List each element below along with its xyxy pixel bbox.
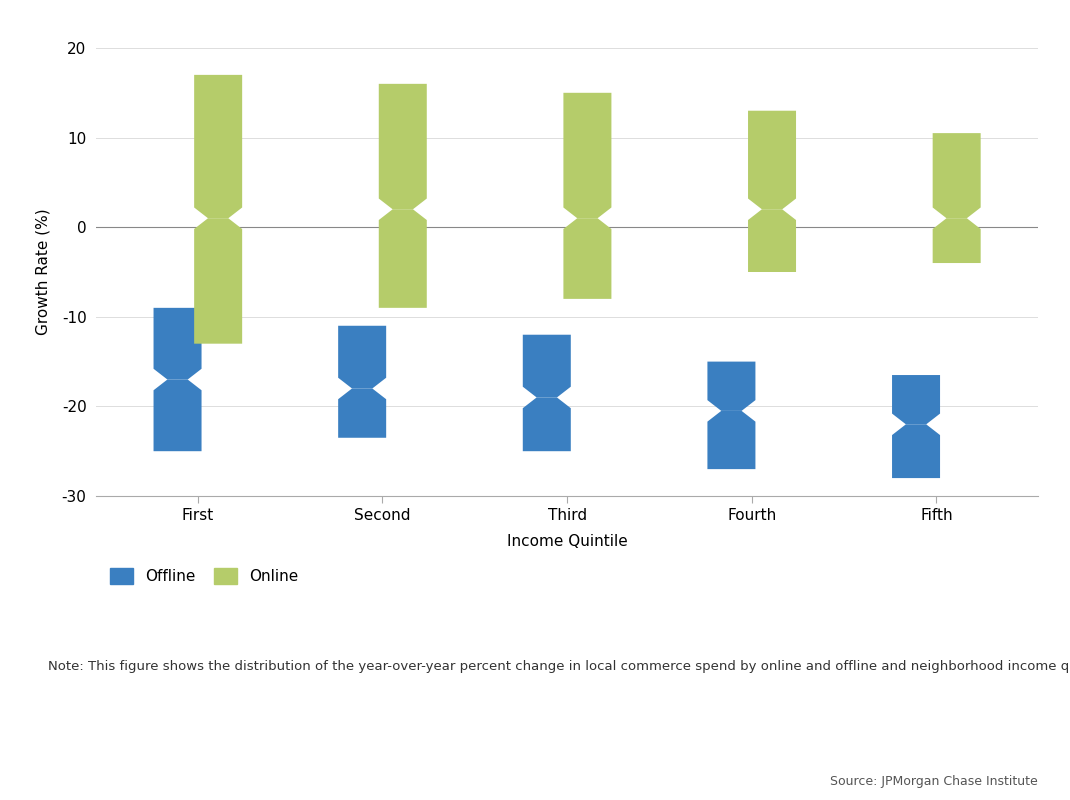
Text: Source: JPMorgan Chase Institute: Source: JPMorgan Chase Institute bbox=[830, 775, 1038, 788]
Polygon shape bbox=[379, 84, 427, 210]
Polygon shape bbox=[338, 326, 386, 389]
X-axis label: Income Quintile: Income Quintile bbox=[507, 534, 627, 549]
Polygon shape bbox=[194, 218, 242, 344]
Polygon shape bbox=[748, 110, 796, 210]
Polygon shape bbox=[707, 362, 755, 411]
Y-axis label: Growth Rate (%): Growth Rate (%) bbox=[35, 209, 50, 335]
Legend: Offline, Online: Offline, Online bbox=[104, 562, 304, 590]
Polygon shape bbox=[707, 411, 755, 469]
Polygon shape bbox=[892, 375, 941, 424]
Polygon shape bbox=[153, 308, 201, 379]
Polygon shape bbox=[892, 424, 941, 478]
Polygon shape bbox=[379, 210, 427, 308]
Text: Note: This figure shows the distribution of the year-over-year percent change in: Note: This figure shows the distribution… bbox=[48, 660, 1070, 673]
Polygon shape bbox=[194, 75, 242, 218]
Polygon shape bbox=[933, 133, 981, 218]
Polygon shape bbox=[153, 379, 201, 451]
Polygon shape bbox=[933, 218, 981, 263]
Polygon shape bbox=[564, 218, 611, 299]
Polygon shape bbox=[748, 210, 796, 272]
Polygon shape bbox=[338, 389, 386, 438]
Polygon shape bbox=[523, 398, 570, 451]
Polygon shape bbox=[523, 334, 570, 398]
Polygon shape bbox=[564, 93, 611, 218]
